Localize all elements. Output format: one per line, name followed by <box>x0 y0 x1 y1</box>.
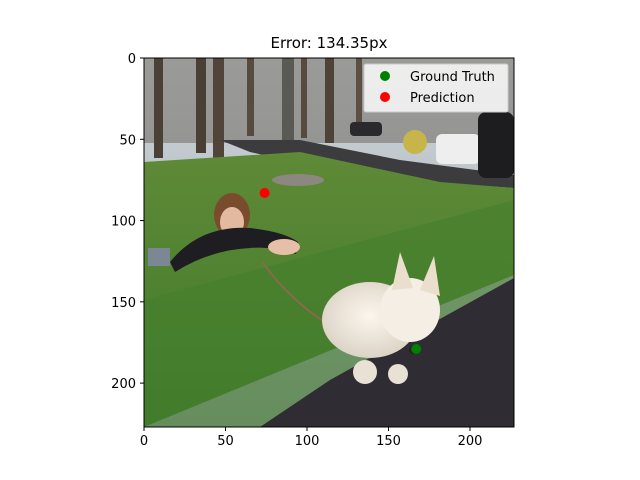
x-tick-label: 50 <box>217 434 234 449</box>
prediction-point <box>259 187 270 198</box>
y-tick-label: 100 <box>111 215 136 230</box>
y-tick-label: 50 <box>119 133 136 148</box>
y-axis-ticks: 0 50 100 150 200 <box>111 52 144 392</box>
background-photo <box>144 58 514 427</box>
legend-label-ground-truth: Ground Truth <box>410 70 495 85</box>
legend: Ground Truth Prediction <box>363 63 509 113</box>
data-points <box>259 187 422 354</box>
x-tick-label: 100 <box>295 434 320 449</box>
x-tick-label: 0 <box>140 434 148 449</box>
ground-truth-point <box>411 343 422 354</box>
y-tick-label: 150 <box>111 296 136 311</box>
y-tick-label: 200 <box>111 377 136 392</box>
plot-frame <box>143 57 515 428</box>
legend-marker-prediction <box>380 92 390 102</box>
y-tick-label: 0 <box>128 52 136 67</box>
x-tick-label: 150 <box>376 434 401 449</box>
x-axis-ticks: 0 50 100 150 200 <box>140 427 483 449</box>
legend-marker-ground-truth <box>380 71 390 81</box>
legend-label-prediction: Prediction <box>410 91 475 106</box>
x-tick-label: 200 <box>458 434 483 449</box>
legend-box <box>363 63 509 113</box>
chart-title: Error: 134.35px <box>270 34 387 52</box>
